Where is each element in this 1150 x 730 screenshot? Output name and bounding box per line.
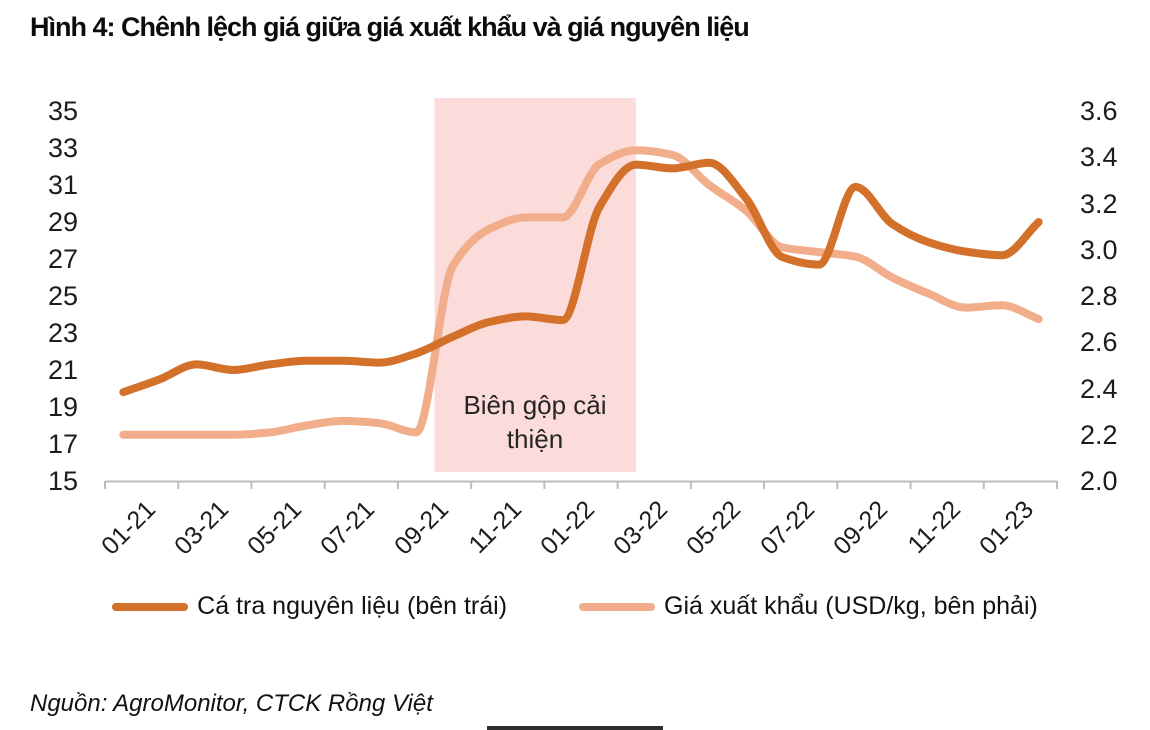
legend-label-raw-fish: Cá tra nguyên liệu (bên trái) [197, 592, 508, 620]
y-axis-label-left: 33 [47, 133, 78, 163]
y-axis-label-right: 3.0 [1080, 234, 1118, 265]
y-axis-label-right: 2.6 [1080, 327, 1118, 358]
y-axis-label-right: 2.0 [1080, 466, 1118, 496]
y-axis-label-left: 35 [47, 96, 78, 126]
y-axis-label-left: 21 [47, 355, 78, 385]
y-axis-label-right: 3.6 [1080, 96, 1118, 126]
y-axis-label-left: 25 [47, 281, 78, 311]
y-axis-label-left: 17 [47, 429, 78, 459]
y-axis-label-left: 23 [47, 318, 78, 348]
legend-item-export-price: Giá xuất khẩu (USD/kg, bên phải) [579, 592, 1038, 621]
y-axis-label-left: 15 [47, 466, 78, 496]
y-axis-label-left: 27 [47, 244, 78, 274]
source-note: Nguồn: AgroMonitor, CTCK Rồng Việt [30, 690, 433, 717]
region-annotation: Biên gộp cải thiện [463, 390, 607, 455]
legend-label-export-price: Giá xuất khẩu (USD/kg, bên phải) [664, 592, 1038, 620]
figure-title: Hình 4: Chênh lệch giá giữa giá xuất khẩ… [30, 12, 750, 42]
y-axis-label-right: 2.2 [1080, 419, 1118, 450]
y-axis-label-left: 31 [47, 170, 78, 200]
bottom-bar-artifact [487, 726, 663, 730]
legend-swatch-raw-fish [112, 602, 189, 611]
raw-fish-line [119, 158, 1043, 397]
legend-swatch-export-price [579, 602, 656, 611]
chart-legend: Cá tra nguyên liệu (bên trái) Giá xuất k… [0, 592, 1150, 621]
y-axis-label-right: 2.4 [1080, 373, 1118, 404]
y-axis-label-right: 3.4 [1080, 142, 1118, 173]
legend-item-raw-fish: Cá tra nguyên liệu (bên trái) [112, 592, 507, 621]
y-axis-label-right: 2.8 [1080, 281, 1118, 311]
y-axis-label-left: 19 [47, 392, 78, 422]
export-price-line [119, 146, 1043, 439]
y-axis-label-left: 29 [47, 207, 78, 237]
y-axis-label-right: 3.2 [1080, 188, 1118, 219]
